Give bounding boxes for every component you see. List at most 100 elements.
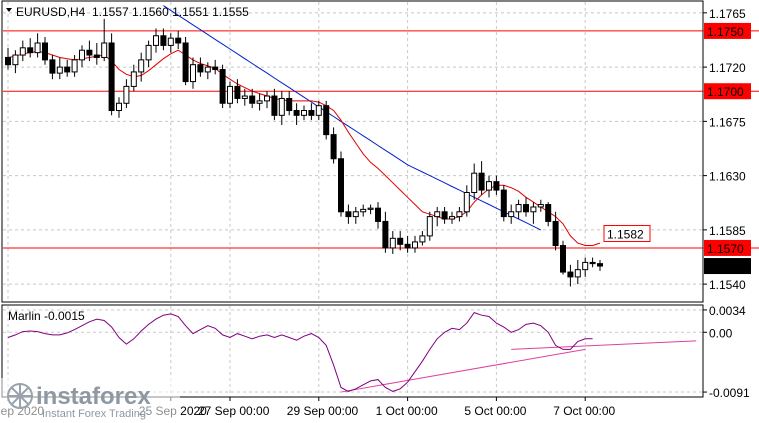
- candle-40: [301, 105, 307, 121]
- candle-24: [182, 36, 189, 86]
- candle-2: [19, 40, 26, 62]
- candle-16: [123, 79, 130, 109]
- level-label-0: 1.1750: [707, 25, 744, 39]
- candle-78: [582, 257, 589, 277]
- collapse-triangle-icon[interactable]: [6, 8, 12, 12]
- candle-1: [12, 50, 19, 74]
- ohlc-label: 1.1557 1.1560 1.1551 1.1555: [92, 5, 249, 19]
- ind-tick-label-1: 0.00: [709, 326, 733, 340]
- level-label-2: 1.1570: [707, 242, 744, 256]
- candle-75: [560, 240, 566, 275]
- candle-9: [71, 55, 78, 77]
- callout-1-1582: 1.1582: [603, 224, 651, 242]
- candle-37: [278, 91, 285, 125]
- ind-tick-label-0: 0.0034: [709, 304, 746, 318]
- candle-70: [523, 197, 529, 217]
- candle-69: [515, 199, 522, 220]
- level-label-1: 1.1700: [707, 85, 744, 99]
- candle-49: [367, 204, 374, 215]
- candle-59: [441, 206, 448, 224]
- candle-33: [249, 88, 256, 109]
- callout-box: [603, 224, 651, 242]
- main-panel-frame: [1, 0, 704, 303]
- current-price-tag: [704, 258, 751, 275]
- indicator-trendlines: [340, 340, 697, 393]
- candle-51: [382, 211, 389, 253]
- candles: [5, 18, 603, 287]
- candle-79: [589, 257, 596, 268]
- candle-56: [419, 231, 426, 246]
- candle-57: [426, 211, 433, 241]
- candle-60: [449, 211, 455, 224]
- candle-42: [315, 100, 322, 121]
- candle-29: [219, 64, 226, 109]
- price-tick-label-4: 1.1585: [709, 224, 746, 238]
- candle-27: [204, 62, 211, 80]
- candle-53: [397, 231, 404, 251]
- watermark-tagline: Instant Forex Trading: [42, 408, 146, 420]
- candle-47: [352, 206, 359, 224]
- time-tick-label-5: 5 Oct 00:00: [464, 404, 526, 418]
- price-tick-label-3: 1.1630: [709, 170, 746, 184]
- candle-36: [271, 88, 278, 121]
- candle-25: [190, 57, 196, 89]
- candle-11: [86, 40, 93, 62]
- candle-68: [508, 204, 515, 224]
- candle-67: [500, 185, 507, 222]
- candle-71: [530, 202, 537, 224]
- price-tick-label-2: 1.1675: [709, 115, 746, 129]
- candle-46: [345, 204, 352, 224]
- watermark: instaforex Instant Forex Trading: [0, 378, 180, 423]
- candle-35: [264, 91, 270, 109]
- candle-13: [101, 18, 108, 62]
- candle-50: [375, 202, 381, 229]
- indicator-label: Marlin -0.0015: [8, 309, 85, 323]
- candle-64: [478, 161, 485, 195]
- candle-28: [212, 59, 219, 75]
- price-tick-label-0: 1.1765: [709, 7, 746, 21]
- candle-44: [330, 127, 337, 164]
- candle-22: [167, 33, 174, 53]
- candle-43: [323, 100, 330, 140]
- candle-48: [360, 204, 367, 217]
- symbol-label: EURUSD,H4: [16, 5, 86, 19]
- candle-66: [493, 175, 500, 195]
- candle-7: [56, 57, 63, 80]
- candle-65: [486, 175, 492, 198]
- price-tick-label-5: 1.1540: [709, 278, 746, 292]
- time-tick-label-4: 1 Oct 00:00: [376, 404, 438, 418]
- candle-34: [256, 93, 263, 111]
- candle-4: [34, 33, 41, 58]
- candle-17: [130, 64, 137, 92]
- candle-19: [145, 40, 152, 68]
- trendline-0: [340, 348, 586, 393]
- candle-62: [463, 185, 470, 217]
- candle-38: [286, 91, 293, 116]
- trendline-1: [511, 340, 697, 350]
- candle-39: [293, 103, 300, 125]
- candle-76: [567, 264, 574, 287]
- candle-52: [389, 231, 396, 254]
- candle-61: [456, 206, 463, 222]
- candle-12: [93, 42, 100, 65]
- candle-72: [537, 199, 544, 212]
- level-tag-2: [704, 239, 751, 256]
- candle-21: [160, 28, 167, 51]
- candle-26: [197, 57, 204, 77]
- symbol-header: EURUSD,H4 1.1557 1.1560 1.1551 1.1555: [6, 5, 249, 19]
- candle-0: [5, 47, 11, 70]
- horizontal-levels: 1.1750 1.1700 1.1570: [3, 22, 759, 256]
- candle-55: [412, 235, 418, 253]
- candle-54: [404, 235, 411, 253]
- indicator-axis: 0.0034 0.00 -0.0091: [703, 304, 750, 400]
- instaforex-logo-icon: [7, 383, 33, 409]
- candle-10: [79, 45, 85, 68]
- candle-3: [27, 38, 34, 58]
- price-tick-label-1: 1.1720: [709, 61, 746, 75]
- candle-41: [308, 103, 315, 121]
- candle-18: [138, 52, 145, 82]
- callout-label: 1.1582: [607, 227, 644, 241]
- ind-tick-label-2: -0.0091: [709, 386, 750, 400]
- price-axis: 1.1765 1.1720 1.1675 1.1630 1.1585 1.1540: [703, 7, 746, 292]
